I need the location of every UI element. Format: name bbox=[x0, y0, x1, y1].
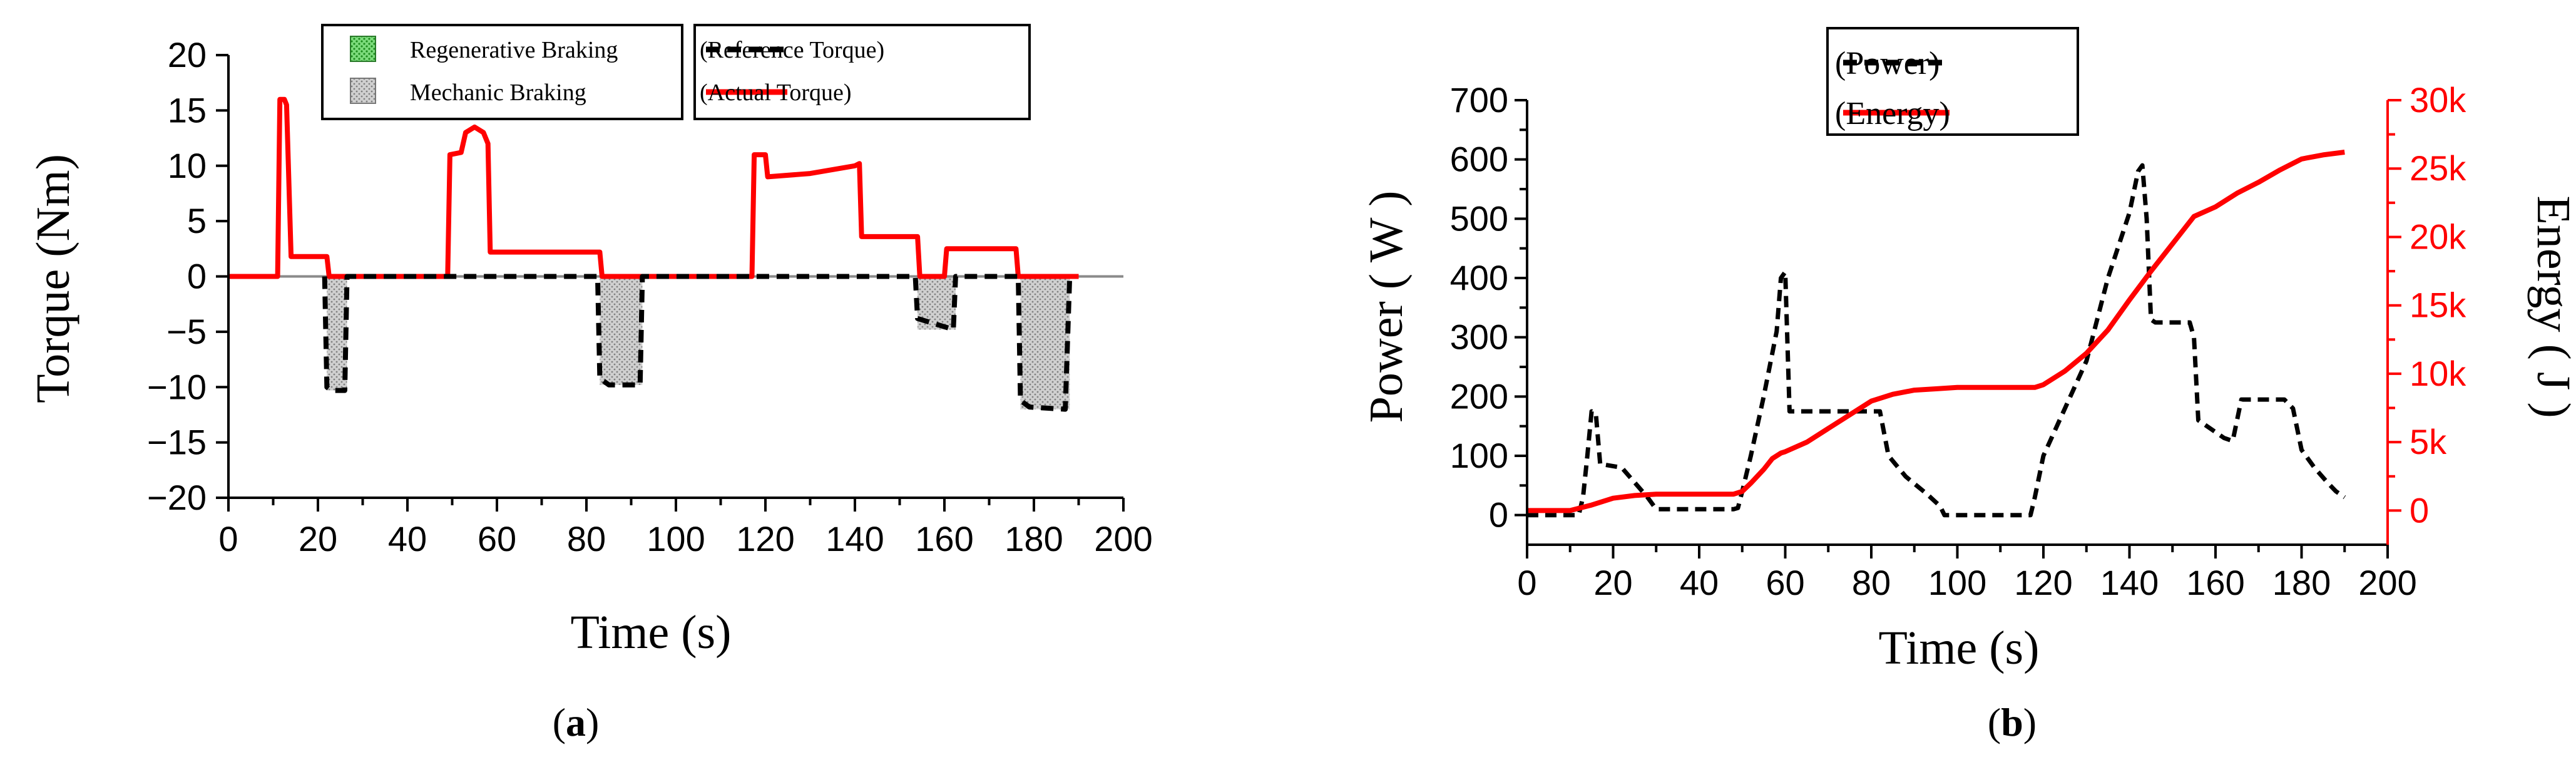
x-tick-label-b: 100 bbox=[1928, 563, 1986, 602]
caption-b-open: ( bbox=[1988, 700, 2001, 744]
x-tick-label-a: 0 bbox=[218, 519, 238, 559]
x-tick-label-a: 40 bbox=[388, 519, 427, 559]
y-tick-label-b: 200 bbox=[1450, 376, 1508, 416]
torque-axes: 20 15 10 5 0 −5 −10 −15 −20 0 20 40 60 80 100 120 140 160… bbox=[147, 35, 1153, 559]
caption-a: (a) bbox=[553, 700, 600, 744]
y-tick-label-b: 0 bbox=[1489, 495, 1508, 535]
x-tick-label-b: 40 bbox=[1680, 563, 1719, 602]
x-axis-title-b: Time (s) bbox=[1879, 622, 2040, 674]
legend-mech-swatch bbox=[350, 78, 376, 104]
x-tick-label-b: 20 bbox=[1593, 563, 1632, 602]
x-tick-label-b: 0 bbox=[1517, 563, 1536, 602]
x-tick-label-a: 100 bbox=[647, 519, 705, 559]
legend-torque-frame bbox=[693, 24, 1031, 120]
x-tick-label-b: 80 bbox=[1852, 563, 1891, 602]
y-tick-label-b: 500 bbox=[1450, 198, 1508, 238]
y-tick-label-b: 600 bbox=[1450, 140, 1508, 179]
y-tick-label-b: 100 bbox=[1450, 436, 1508, 475]
y-tick-label-a: 10 bbox=[168, 146, 207, 185]
y-tick-label-a: −20 bbox=[147, 478, 207, 517]
energy-line bbox=[1527, 150, 2345, 513]
legend-power-energy-frame bbox=[1826, 27, 2079, 136]
x-tick-label-b: 200 bbox=[2358, 563, 2416, 602]
y-tick-label-a: −15 bbox=[147, 423, 207, 462]
legend-power-energy: (Power) (Energy) bbox=[1826, 27, 2079, 136]
x-tick-label-a: 200 bbox=[1094, 519, 1152, 559]
y-tick-label-a: 5 bbox=[187, 201, 207, 240]
legend-actual-label: (Actual Torque) bbox=[700, 80, 852, 106]
caption-a-open: ( bbox=[553, 700, 566, 744]
x-tick-label-a: 120 bbox=[736, 519, 794, 559]
legend-regen-swatch bbox=[350, 36, 376, 62]
y2-tick-label-b: 20k bbox=[2410, 217, 2466, 256]
y2-tick-label-b: 0 bbox=[2410, 490, 2429, 530]
reference-torque-line bbox=[322, 274, 1073, 412]
y2-tick-label-b: 10k bbox=[2410, 354, 2466, 393]
legend-mech-label: Mechanic Braking bbox=[410, 80, 586, 106]
legend-braking: Regenerative Braking Mechanic Braking bbox=[321, 24, 683, 120]
caption-b: (b) bbox=[1988, 700, 2037, 744]
y-tick-label-a: 0 bbox=[187, 257, 207, 296]
x-tick-label-a: 160 bbox=[915, 519, 973, 559]
caption-b-close: ) bbox=[2023, 700, 2037, 744]
power-energy-series bbox=[1527, 150, 2346, 518]
legend-power-label: (Power) bbox=[1835, 46, 1940, 81]
x-tick-label-a: 20 bbox=[299, 519, 337, 559]
x-tick-label-b: 60 bbox=[1766, 563, 1804, 602]
x-tick-label-a: 140 bbox=[825, 519, 884, 559]
y-tick-label-b: 300 bbox=[1450, 317, 1508, 357]
caption-a-close: ) bbox=[586, 700, 599, 744]
caption-a-letter: a bbox=[566, 700, 586, 744]
x-tick-label-b: 120 bbox=[2014, 563, 2072, 602]
y2-tick-label-b: 5k bbox=[2410, 422, 2447, 461]
x-tick-label-a: 180 bbox=[1004, 519, 1063, 559]
legend-torque: (Reference Torque) (Actual Torque) bbox=[693, 24, 1031, 120]
y-tick-label-b: 400 bbox=[1450, 258, 1508, 297]
y2-tick-label-b: 25k bbox=[2410, 148, 2466, 188]
y-tick-label-a: −10 bbox=[147, 367, 207, 406]
mechanic-braking-areas bbox=[327, 276, 1070, 409]
x-tick-label-b: 160 bbox=[2186, 563, 2244, 602]
legend-ref-label: (Reference Torque) bbox=[700, 37, 884, 63]
y2-tick-label-b: 15k bbox=[2410, 286, 2466, 325]
x-tick-label-a: 60 bbox=[478, 519, 516, 559]
y-tick-label-a: 15 bbox=[168, 90, 207, 130]
x-tick-label-b: 140 bbox=[2100, 563, 2159, 602]
x-axis-title-a: Time (s) bbox=[571, 606, 732, 659]
actual-torque-line bbox=[228, 96, 1079, 279]
x-tick-label-b: 180 bbox=[2272, 563, 2331, 602]
legend-braking-frame bbox=[321, 24, 683, 120]
power-line bbox=[1527, 163, 2346, 518]
legend-regen-label: Regenerative Braking bbox=[410, 37, 618, 63]
panel-b-power-energy-chart: 700600500400300200100030k25k20k15k10k5k0… bbox=[1360, 27, 2576, 744]
power-energy-axes: 700600500400300200100030k25k20k15k10k5k0… bbox=[1450, 80, 2467, 602]
panel-a-torque-chart: 20 15 10 5 0 −5 −10 −15 −20 0 20 40 60 80 100 120 140 160… bbox=[27, 24, 1153, 744]
y-tick-label-a: 20 bbox=[168, 35, 207, 75]
caption-b-letter: b bbox=[2001, 700, 2023, 744]
y2-axis-title-b: Energy ( J ) bbox=[2527, 195, 2576, 418]
y-tick-label-b: 700 bbox=[1450, 80, 1508, 120]
legend-energy-label: (Energy) bbox=[1835, 96, 1950, 131]
y-axis-title-a: Torque (Nm) bbox=[27, 154, 79, 403]
y-axis-title-b: Power ( W ) bbox=[1360, 191, 1413, 423]
torque-series bbox=[228, 96, 1079, 412]
y2-tick-label-b: 30k bbox=[2410, 80, 2466, 120]
mechanic-braking-region bbox=[600, 276, 643, 385]
y-tick-label-a: −5 bbox=[166, 312, 207, 351]
x-tick-label-a: 80 bbox=[567, 519, 606, 559]
mechanic-braking-region bbox=[1020, 276, 1070, 409]
